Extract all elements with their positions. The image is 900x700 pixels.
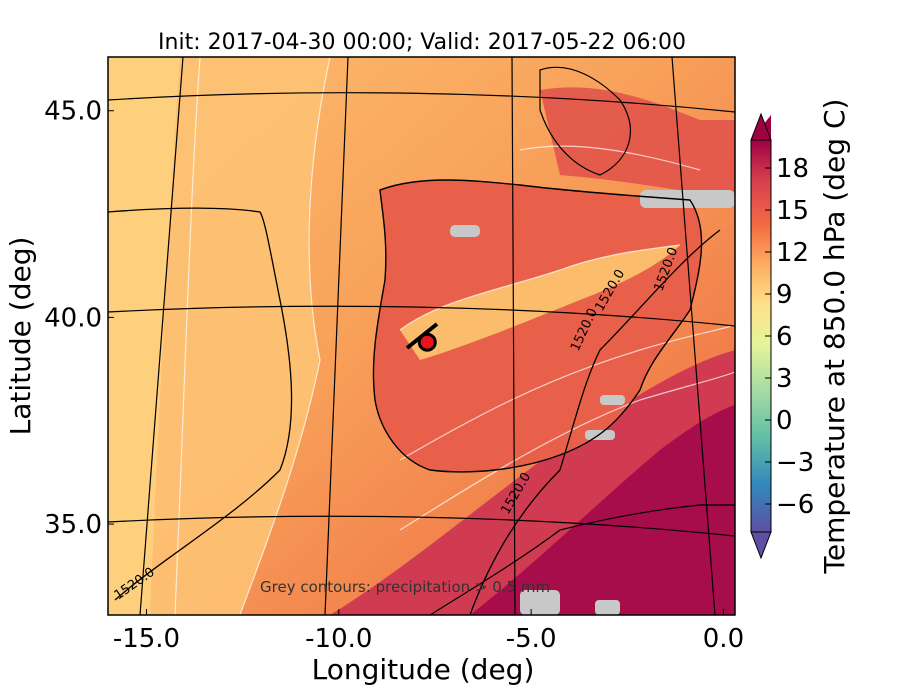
colorbar-bottom-arrow	[750, 531, 772, 560]
geopotential-contours	[108, 207, 721, 615]
temperature-map	[108, 57, 735, 615]
precip-note: Grey contours: precipitation > 0.5 mm	[260, 578, 550, 596]
colorbar: −6 −3 0 3 6 9 12 15 18 Temperature at 850.0 hPa …	[750, 99, 851, 575]
y-ticks: 35.0 40.0 45.0	[44, 97, 114, 540]
marker-dot	[417, 332, 437, 352]
x-axis-label: Longitude (deg)	[312, 653, 535, 686]
colorbar-tick-label: 3	[776, 364, 793, 394]
colorbar-gradient	[751, 140, 771, 532]
temperature-contours	[174, 57, 735, 615]
x-tick-label: 0.0	[703, 624, 744, 654]
coolest-region	[108, 57, 180, 615]
x-tick-label: -5.0	[506, 624, 557, 654]
precip-blobs	[450, 190, 735, 615]
ne-warm-region	[540, 87, 735, 200]
y-tick-label: 45.0	[44, 97, 102, 127]
location-marker	[405, 322, 439, 352]
hot-region	[470, 405, 735, 615]
colorbar-tick-label: 18	[776, 154, 809, 184]
y-axis-label: Latitude (deg)	[4, 237, 37, 436]
colorbar-tick-label: 15	[776, 196, 809, 226]
y-tick-label: 35.0	[44, 510, 102, 540]
colorbar-tick-label: 12	[776, 238, 809, 268]
central-plateau	[400, 245, 680, 360]
colorbar-tick-label: −3	[776, 448, 814, 478]
x-tick-label: -15.0	[113, 624, 180, 654]
colorbar-label: Temperature at 850.0 hPa (deg C)	[818, 99, 851, 575]
plot-title: Init: 2017-04-30 00:00; Valid: 2017-05-2…	[158, 30, 686, 55]
colorbar-tick-label: 0	[776, 406, 793, 436]
colorbar-ticks: −6 −3 0 3 6 9 12 15 18	[765, 154, 814, 520]
x-ticks: -15.0 -10.0 -5.0 0.0	[113, 609, 744, 654]
africa-coastline	[429, 504, 735, 615]
graticule	[108, 57, 735, 615]
iberia-coastline	[372, 179, 703, 473]
colorbar-tick-label: 6	[776, 322, 793, 352]
france-coastline	[539, 66, 631, 176]
colorbar-tick-label: −6	[776, 490, 814, 520]
y-tick-label: 40.0	[44, 303, 102, 333]
x-tick-label: -10.0	[305, 624, 372, 654]
colorbar-tick-label: 9	[776, 280, 793, 310]
map-frame	[107, 56, 736, 616]
